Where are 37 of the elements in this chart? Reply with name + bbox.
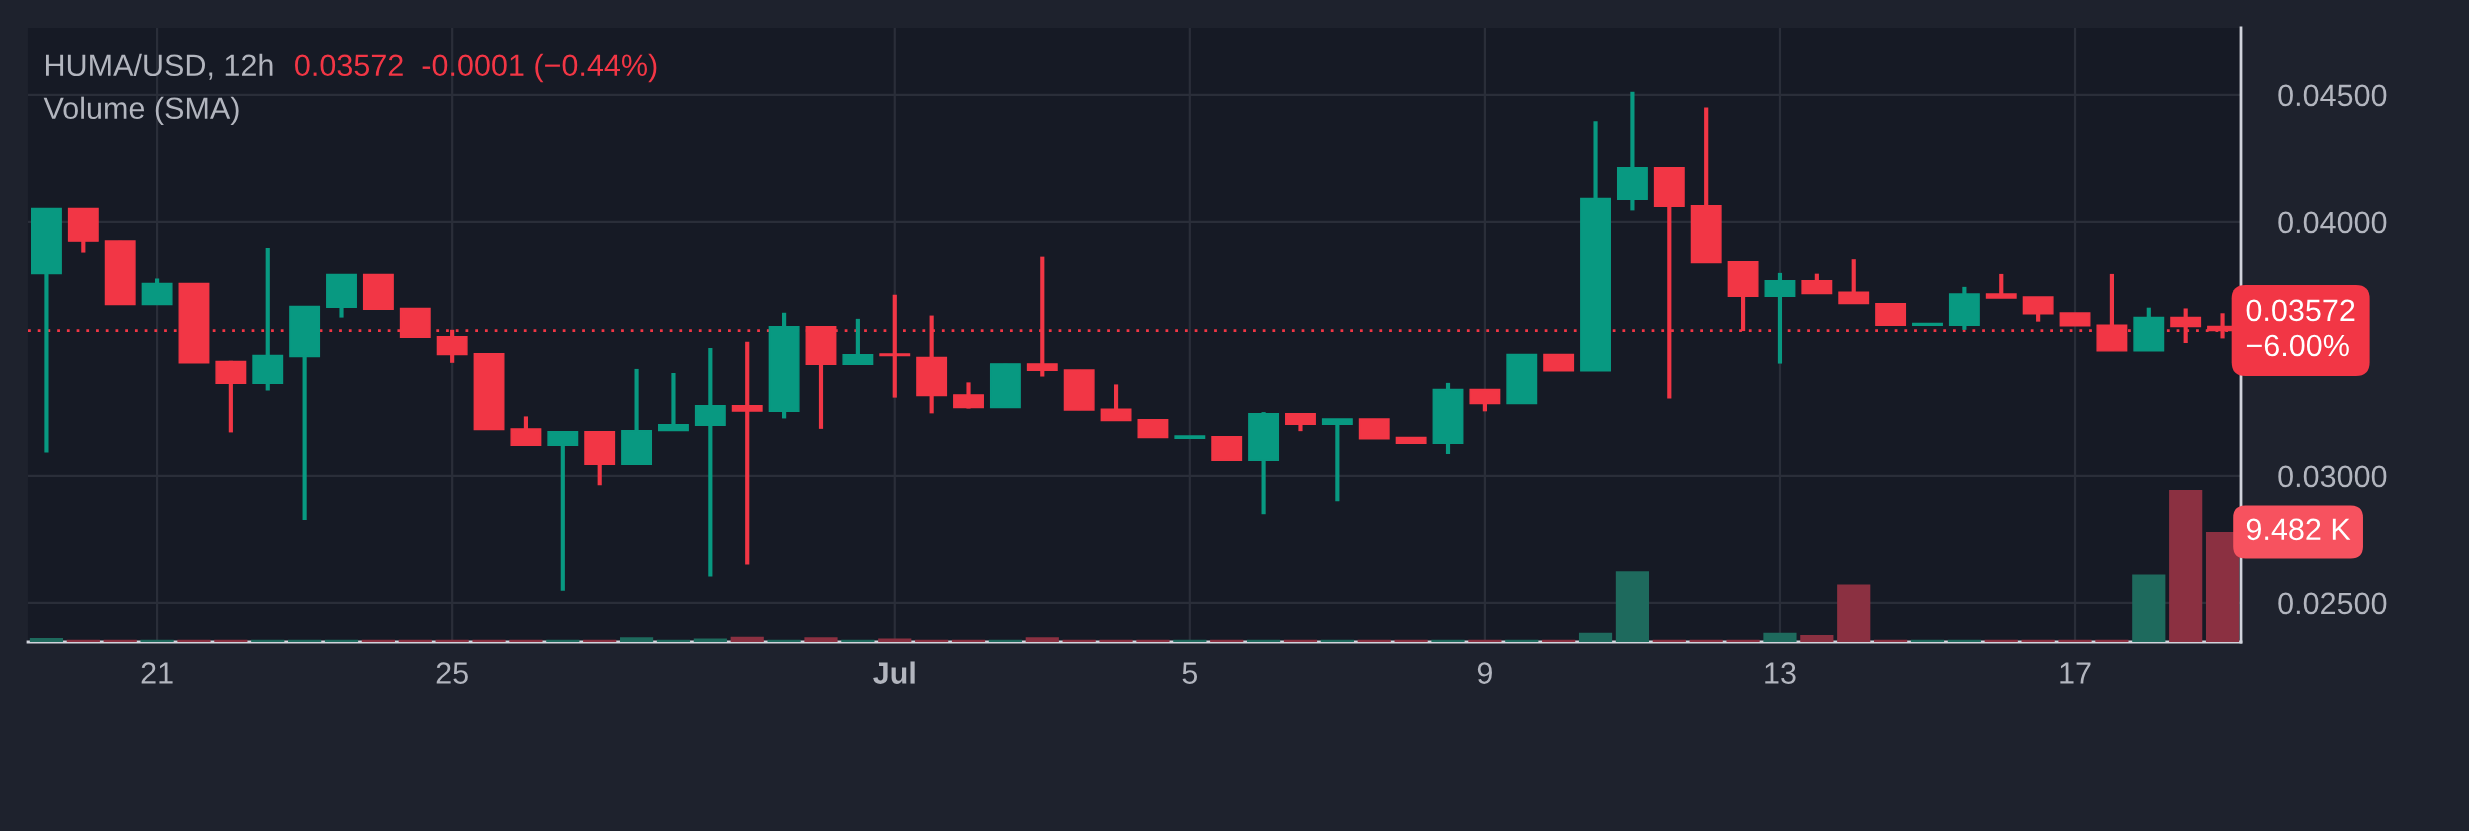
bar: [1800, 635, 1834, 642]
bar: [1615, 571, 1650, 642]
candlestick: [1764, 272, 1796, 364]
candlestick: [1321, 418, 1353, 502]
bar: [2169, 490, 2203, 642]
y-tick-label: 0.03000: [2278, 465, 2387, 488]
bar: [2132, 574, 2166, 642]
candlestick: [731, 341, 763, 565]
y-tick-label: 0.04500: [2278, 84, 2387, 107]
bar: [619, 637, 654, 642]
bar: [2205, 531, 2240, 642]
y-tick-label: 0.04000: [2278, 211, 2387, 234]
x-tick-label: 21: [141, 662, 173, 684]
text: Volume (SMA): [43, 96, 239, 126]
x-tick-label: 5: [1182, 662, 1198, 684]
bar: [804, 637, 838, 642]
text: 9.482 K: [2246, 518, 2351, 541]
bar: [1837, 584, 1871, 642]
candlestick: [879, 294, 911, 398]
x-tick-label: Jul: [873, 661, 915, 684]
bar: [730, 636, 764, 642]
x-tick-label: 17: [2060, 662, 2091, 684]
bar: [1763, 632, 1797, 642]
candlestick: [658, 372, 689, 432]
bar: [1578, 632, 1613, 642]
y-tick-label: 0.02500: [2278, 592, 2387, 615]
x-tick-label: 9: [1477, 662, 1492, 684]
x-tick-label: 13: [1765, 662, 1796, 684]
ref-line-label: 0.03572 −6.00%: [2246, 299, 2355, 357]
bar: [1025, 637, 1059, 642]
bar: [29, 637, 64, 642]
annotation: 0.03572 -0.0001 (−0.44%): [295, 53, 657, 83]
text: HUMA/USD, 12h: [46, 53, 273, 80]
candlestick: [694, 348, 726, 577]
candlestick: [1985, 273, 2017, 299]
x-tick-label: 25: [436, 662, 468, 684]
candlestick: [547, 430, 579, 591]
